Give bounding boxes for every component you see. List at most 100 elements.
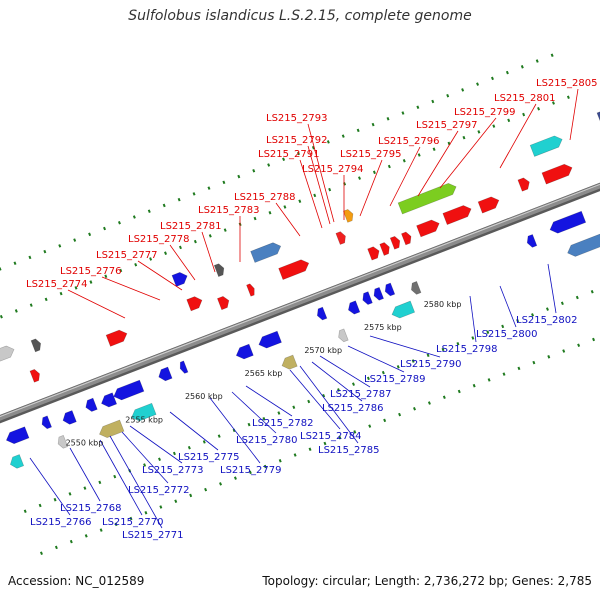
gene-feature[interactable] — [379, 241, 392, 256]
gene-label-top[interactable]: LS215_2805 — [536, 78, 597, 89]
gene-feature[interactable] — [129, 402, 157, 423]
gene-feature[interactable] — [548, 210, 587, 235]
gene-feature[interactable] — [477, 195, 501, 214]
gene-label-top[interactable]: LS215_2781 — [160, 221, 221, 232]
gene-feature[interactable] — [390, 300, 416, 320]
gene-label-bottom[interactable]: LS215_2790 — [400, 359, 461, 370]
gene-label-bottom[interactable]: LS215_2779 — [220, 465, 281, 476]
gene-feature[interactable] — [105, 328, 129, 347]
gene-feature[interactable] — [99, 392, 118, 409]
gene-label-top[interactable]: LS215_2776 — [60, 266, 121, 277]
gene-feature[interactable] — [383, 282, 396, 297]
gene-label-bottom[interactable]: LS215_2798 — [436, 344, 497, 355]
gene-feature[interactable] — [213, 263, 226, 278]
gene-label-top[interactable]: LS215_2793 — [266, 113, 327, 124]
gene-label-bottom[interactable]: LS215_2772 — [128, 485, 189, 496]
gene-label-top[interactable]: LS215_2792 — [266, 135, 327, 146]
gene-feature[interactable] — [61, 410, 77, 427]
gene-feature[interactable] — [372, 286, 384, 301]
gene-feature[interactable] — [250, 241, 283, 263]
gene-label-top[interactable]: LS215_2796 — [378, 136, 439, 147]
gene-feature[interactable] — [315, 306, 328, 321]
gene-feature[interactable] — [525, 234, 538, 248]
gene-feature[interactable] — [389, 235, 402, 250]
gene-feature[interactable] — [280, 354, 298, 371]
gene-label-bottom[interactable]: LS215_2780 — [236, 435, 297, 446]
gene-feature[interactable] — [367, 245, 382, 261]
gene-feature[interactable] — [29, 368, 42, 383]
gene-feature[interactable] — [56, 434, 69, 449]
gene-label-bottom[interactable]: LS215_2789 — [364, 374, 425, 385]
gene-feature[interactable] — [336, 328, 349, 343]
gene-feature[interactable] — [30, 338, 43, 353]
gene-label-bottom[interactable]: LS215_2784 — [300, 431, 361, 442]
gene-label-top[interactable]: LS215_2777 — [96, 250, 157, 261]
gene-label-top[interactable]: LS215_2774 — [26, 279, 87, 290]
leader-line — [499, 285, 517, 328]
gene-feature[interactable] — [40, 415, 52, 430]
tick-track-2 — [0, 93, 577, 319]
gene-label-bottom[interactable]: LS215_2802 — [516, 315, 577, 326]
gene-label-top[interactable]: LS215_2791 — [258, 149, 319, 160]
gene-feature[interactable] — [335, 230, 348, 245]
leader-line — [369, 335, 441, 358]
gene-label-top[interactable]: LS215_2783 — [198, 205, 259, 216]
gene-labels: LS215_2774 LS215_2776 LS215_2777 LS215_2778… — [26, 78, 597, 541]
gene-label-bottom[interactable]: LS215_2775 — [178, 452, 239, 463]
gene-feature[interactable] — [0, 393, 1, 409]
gene-feature[interactable] — [517, 176, 532, 192]
gene-feature[interactable] — [565, 232, 600, 259]
leader-line — [245, 385, 293, 417]
gene-feature[interactable] — [397, 181, 458, 215]
gene-feature[interactable] — [186, 295, 204, 312]
gene-feature[interactable] — [246, 283, 257, 297]
gene-feature[interactable] — [178, 360, 189, 374]
gene-feature[interactable] — [342, 208, 355, 223]
gene-feature[interactable] — [217, 295, 231, 311]
gene-label-bottom[interactable]: LS215_2800 — [476, 329, 537, 340]
gene-label-bottom[interactable]: LS215_2771 — [122, 530, 183, 541]
gene-label-bottom[interactable]: LS215_2786 — [322, 403, 383, 414]
gene-feature[interactable] — [157, 366, 173, 383]
gene-label-bottom[interactable]: LS215_2773 — [142, 465, 203, 476]
gene-feature[interactable] — [97, 419, 125, 440]
gene-label-top[interactable]: LS215_2794 — [302, 164, 363, 175]
gene-label-bottom[interactable]: LS215_2768 — [60, 503, 121, 514]
leader-line — [129, 425, 183, 464]
gene-label-top[interactable]: LS215_2788 — [234, 192, 295, 203]
gene-label-bottom[interactable]: LS215_2785 — [318, 445, 379, 456]
gene-feature[interactable] — [8, 454, 25, 471]
gene-label-top[interactable]: LS215_2801 — [494, 93, 555, 104]
gene-feature[interactable] — [416, 218, 442, 238]
gene-label-top[interactable]: LS215_2795 — [340, 149, 401, 160]
gene-label-bottom[interactable]: LS215_2787 — [330, 389, 391, 400]
gene-label-top[interactable]: LS215_2797 — [416, 120, 477, 131]
gene-feature[interactable] — [171, 270, 189, 287]
gene-feature[interactable] — [529, 134, 564, 157]
gene-layer — [0, 109, 600, 471]
gene-feature[interactable] — [234, 343, 254, 361]
gene-feature[interactable] — [346, 300, 361, 316]
scale-label: 2555 kbp — [125, 415, 163, 424]
gene-label-bottom[interactable]: LS215_2782 — [252, 418, 313, 429]
gene-feature[interactable] — [541, 162, 574, 185]
gene-label-top[interactable]: LS215_2799 — [454, 107, 515, 118]
gene-feature[interactable] — [409, 281, 422, 295]
gene-feature[interactable] — [361, 291, 373, 306]
genome-summary: Topology: circular; Length: 2,736,272 bp… — [262, 574, 592, 588]
gene-feature[interactable] — [401, 231, 413, 246]
gene-label-top[interactable]: LS215_2778 — [128, 234, 189, 245]
leader-line — [389, 146, 421, 207]
gene-feature[interactable] — [442, 203, 473, 225]
leader-line — [299, 365, 359, 444]
leader-line — [137, 260, 183, 291]
gene-feature[interactable] — [278, 258, 311, 280]
gene-label-bottom[interactable]: LS215_2770 — [102, 517, 163, 528]
gene-feature[interactable] — [4, 426, 30, 446]
gene-label-bottom[interactable]: LS215_2766 — [30, 517, 91, 528]
gene-feature[interactable] — [257, 330, 282, 350]
gene-feature[interactable] — [84, 397, 98, 413]
gene-feature[interactable] — [112, 379, 145, 402]
gene-feature[interactable] — [0, 344, 16, 362]
